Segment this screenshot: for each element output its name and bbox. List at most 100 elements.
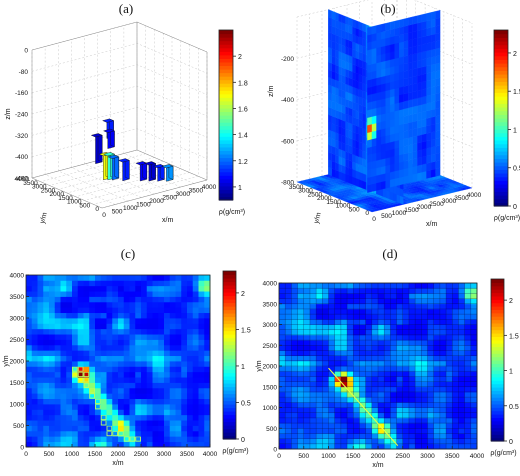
heatmap-cell xyxy=(118,441,125,448)
heatmap-cell xyxy=(390,345,397,351)
slice-cell xyxy=(412,98,418,107)
heatmap-cell xyxy=(141,339,148,346)
slice-cell xyxy=(426,132,432,142)
heatmap-cell xyxy=(187,409,194,416)
heatmap-cell xyxy=(365,397,373,403)
panel-b-colorbar-segment xyxy=(494,202,508,207)
heatmap-cell xyxy=(347,334,354,341)
heatmap-cell xyxy=(396,293,404,299)
heatmap-cell xyxy=(89,334,96,340)
panel-c-colorbar-segment xyxy=(223,327,236,332)
panel-b-colorbar-segment xyxy=(494,125,508,130)
heatmap-cell xyxy=(328,371,336,377)
heatmap-cell xyxy=(60,296,67,303)
z-tick-label: -480 xyxy=(15,176,28,183)
heatmap-cell xyxy=(198,296,205,303)
slice-cell xyxy=(362,45,366,55)
slice-cell xyxy=(358,29,363,39)
panel-b-colorbar-segment xyxy=(494,110,508,115)
heatmap-cell xyxy=(340,288,348,294)
heatmap-cell xyxy=(316,438,323,445)
heatmap-cell xyxy=(365,381,373,388)
slice-cell xyxy=(367,48,373,58)
heatmap-cell xyxy=(347,360,354,367)
heatmap-cell xyxy=(60,404,67,410)
slice-cell xyxy=(348,92,353,102)
heatmap-cell xyxy=(390,340,397,346)
heatmap-cell xyxy=(347,303,354,310)
heatmap-cell xyxy=(402,402,410,408)
heatmap-cell xyxy=(297,329,305,336)
y-tick-label: 3000 xyxy=(32,184,47,191)
heatmap-cell xyxy=(181,275,188,281)
slice-cell xyxy=(331,48,336,58)
heatmap-cell xyxy=(408,397,416,403)
slice-cell xyxy=(345,23,349,33)
heatmap-cell xyxy=(158,291,165,297)
heatmap-cell xyxy=(89,323,96,330)
heatmap-cell xyxy=(384,386,391,393)
heatmap-cell xyxy=(446,314,453,320)
heatmap-cell xyxy=(390,376,397,382)
heatmap-cell xyxy=(396,360,404,367)
heatmap-cell xyxy=(322,397,329,403)
heatmap-cell xyxy=(192,339,199,346)
heatmap-cell xyxy=(106,328,113,335)
heatmap-cell xyxy=(378,417,385,424)
slice-cell xyxy=(435,10,441,20)
slice-cell xyxy=(412,75,418,85)
heatmap-cell xyxy=(100,371,107,378)
slice-cell xyxy=(341,82,346,92)
heatmap-cell xyxy=(158,328,165,335)
heatmap-cell xyxy=(396,423,404,429)
heatmap-cell xyxy=(384,334,391,341)
slice-cell xyxy=(351,153,356,164)
heatmap-cell xyxy=(146,280,153,287)
heatmap-cell xyxy=(100,361,107,367)
heatmap-cell xyxy=(89,296,96,303)
heatmap-cell xyxy=(452,433,459,440)
slice-cell xyxy=(334,94,339,104)
heatmap-cell xyxy=(72,318,79,324)
slice-cell xyxy=(367,108,373,118)
heatmap-cell xyxy=(402,376,410,382)
slice-cell xyxy=(376,69,382,79)
heatmap-cell xyxy=(458,412,466,419)
heatmap-cell xyxy=(439,391,447,398)
panel-a-colorbar-segment xyxy=(219,161,233,166)
heatmap-cell xyxy=(340,298,348,305)
heatmap-cell xyxy=(95,350,102,357)
heatmap-cell xyxy=(390,428,397,434)
heatmap-cell xyxy=(347,283,354,289)
heatmap-cell xyxy=(384,433,391,440)
slice-cell xyxy=(430,138,436,148)
panel-a-colorbar-segment xyxy=(219,175,233,180)
heatmap-cell xyxy=(146,350,153,357)
slice-cell xyxy=(358,119,363,129)
heatmap-cell xyxy=(359,345,367,351)
heatmap-cell xyxy=(328,438,336,445)
heatmap-cell xyxy=(415,345,422,351)
heatmap-cell xyxy=(384,345,391,351)
heatmap-cell xyxy=(187,328,194,335)
panel-c-colorbar-segment xyxy=(223,418,236,423)
heatmap-cell xyxy=(89,361,96,367)
heatmap-cell xyxy=(187,382,194,389)
heatmap-cell xyxy=(204,318,211,324)
heatmap-cell xyxy=(427,428,435,434)
slice-cell xyxy=(328,106,332,117)
heatmap-cell xyxy=(54,301,61,308)
heatmap-cell xyxy=(334,428,342,434)
heatmap-cell xyxy=(421,391,428,398)
heatmap-cell xyxy=(181,404,188,410)
heatmap-cell xyxy=(54,350,61,357)
heatmap-cell xyxy=(384,438,391,445)
heatmap-cell xyxy=(175,307,182,314)
heatmap-cell xyxy=(359,329,367,336)
heatmap-cell xyxy=(112,361,119,367)
slice-cell xyxy=(338,88,343,98)
heatmap-cell xyxy=(169,323,176,330)
heatmap-cell xyxy=(175,312,182,319)
heatmap-cell xyxy=(141,334,148,340)
heatmap-cell xyxy=(106,285,113,292)
